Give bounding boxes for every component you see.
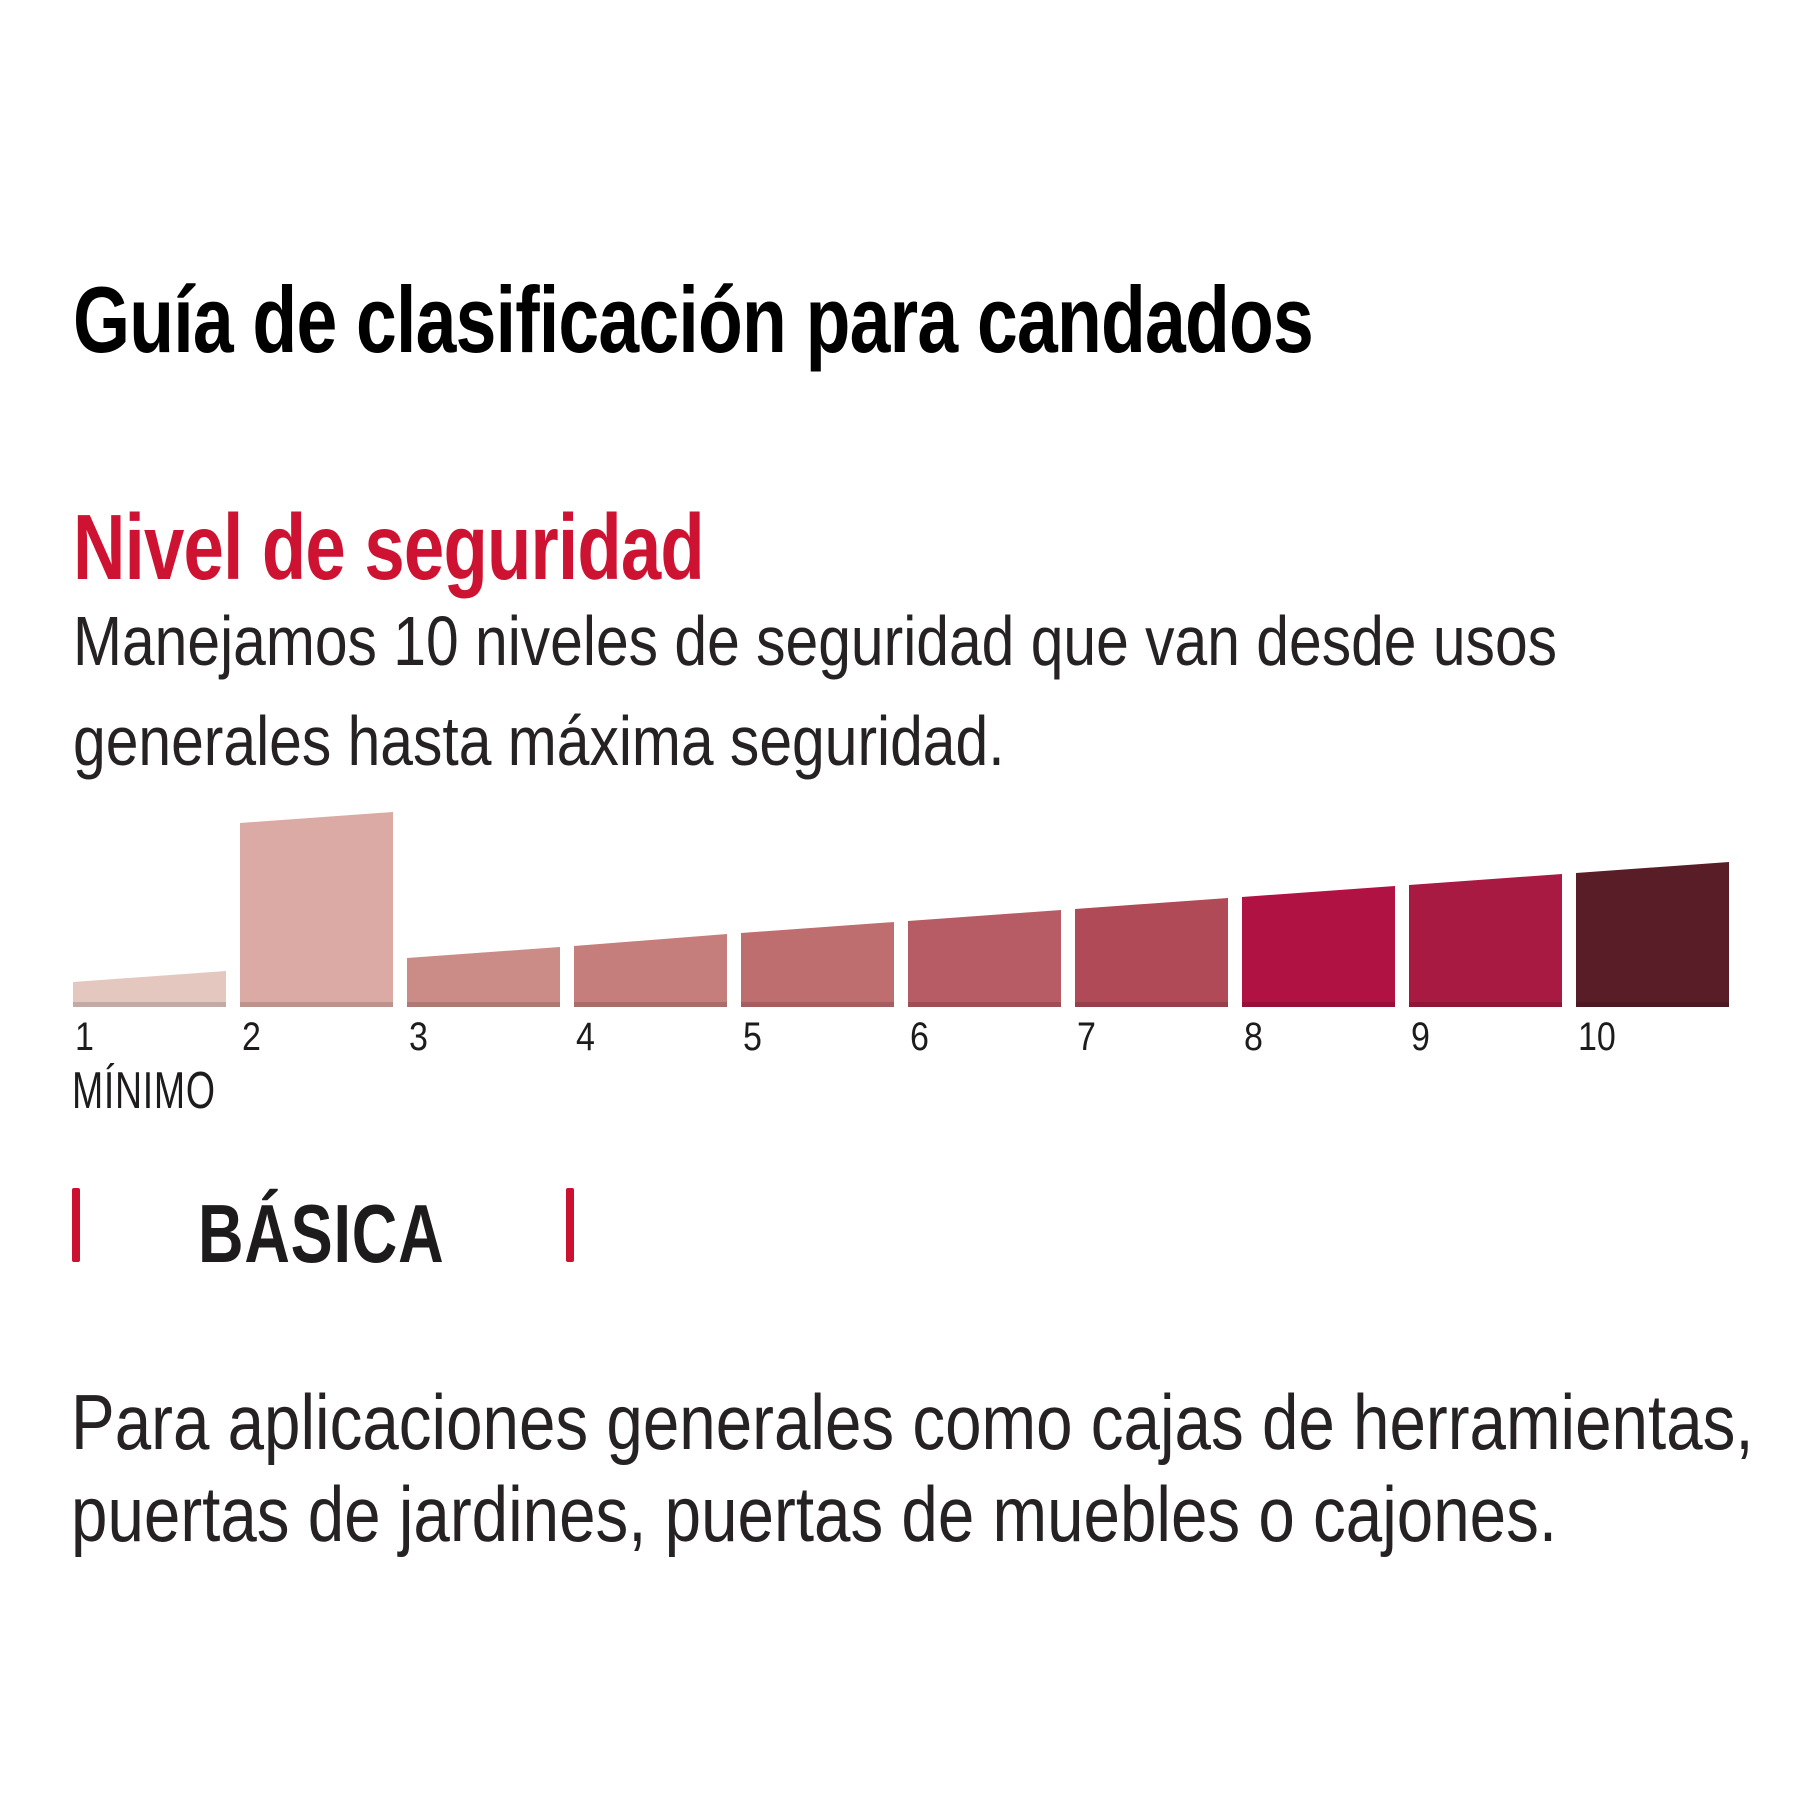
bar-axis-label-2: 2 — [242, 1015, 261, 1059]
bar-axis-label-3: 3 — [409, 1015, 428, 1059]
bar-base-shade — [73, 1002, 226, 1007]
security-heading: Nivel de seguridad — [73, 495, 705, 600]
category-description: Para aplicaciones generales como cajas d… — [71, 1376, 1754, 1560]
bar-base-shade — [1242, 1002, 1395, 1007]
page-title: Guía de clasificación para candados — [73, 266, 1314, 372]
bar-level-4 — [574, 934, 727, 1007]
bar-axis-label-4: 4 — [576, 1015, 595, 1059]
range-tick-right — [566, 1188, 574, 1262]
bar-level-7 — [1075, 898, 1228, 1007]
bar-axis-label-9: 9 — [1411, 1015, 1430, 1059]
category-label: BÁSICA — [198, 1187, 445, 1280]
bar-level-10 — [1576, 862, 1729, 1007]
bar-axis-label-5: 5 — [743, 1015, 762, 1059]
range-tick-left — [72, 1188, 80, 1262]
bar-axis-label-10: 10 — [1578, 1015, 1616, 1059]
security-description-line-1: Manejamos 10 niveles de seguridad que va… — [73, 602, 1558, 680]
bar-base-shade — [1075, 1002, 1228, 1007]
category-description-line-1: Para aplicaciones generales como cajas d… — [71, 1378, 1754, 1466]
bar-level-3 — [407, 947, 560, 1007]
bar-axis-label-8: 8 — [1244, 1015, 1263, 1059]
category-description-line-2: puertas de jardines, puertas de muebles … — [71, 1470, 1558, 1558]
bar-level-1 — [73, 971, 226, 1007]
security-description: Manejamos 10 niveles de seguridad que va… — [73, 591, 1557, 791]
bar-level-2-highlighted — [240, 812, 393, 1007]
bar-level-8 — [1242, 886, 1395, 1007]
bar-base-shade — [741, 1002, 894, 1007]
bar-level-5 — [741, 922, 894, 1007]
bar-axis-label-6: 6 — [910, 1015, 929, 1059]
bar-base-shade — [1409, 1002, 1562, 1007]
bar-base-shade — [908, 1002, 1061, 1007]
bar-level-6 — [908, 910, 1061, 1007]
bar-axis-label-7: 7 — [1077, 1015, 1096, 1059]
bar-base-shade — [240, 1002, 393, 1007]
bar-base-shade — [1576, 1002, 1729, 1007]
bar-base-shade — [574, 1002, 727, 1007]
bar-level-9 — [1409, 874, 1562, 1007]
security-description-line-2: generales hasta máxima seguridad. — [73, 702, 1005, 780]
bar-base-shade — [407, 1002, 560, 1007]
bar-axis-label-1: 1 — [75, 1015, 94, 1059]
min-label: MÍNIMO — [72, 1062, 216, 1120]
